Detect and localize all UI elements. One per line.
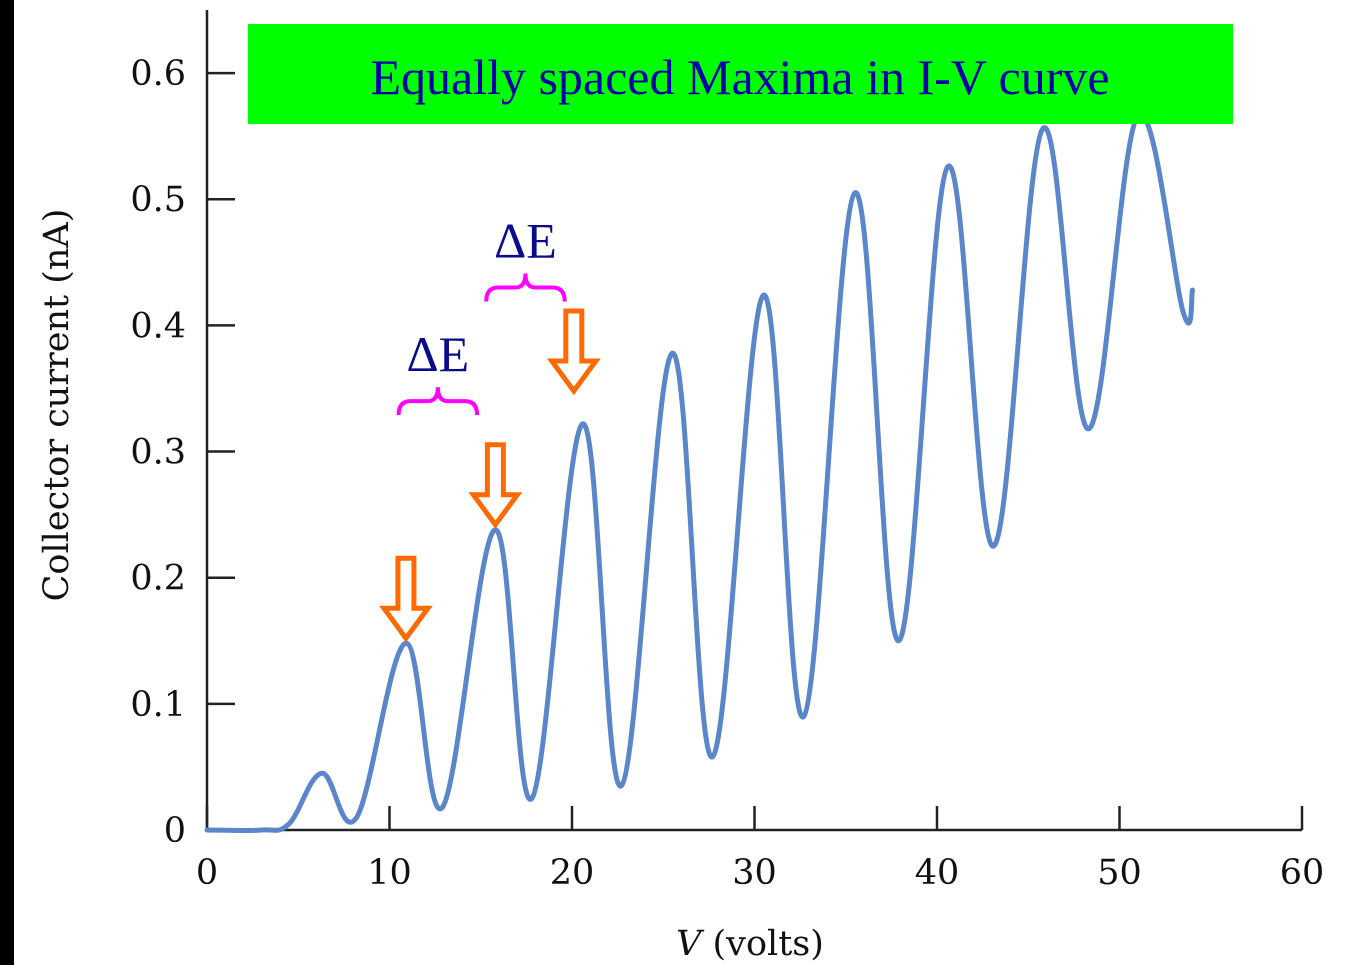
- title-background: [248, 24, 1233, 124]
- x-tick-label: 30: [732, 853, 777, 893]
- y-tick-label: 0.2: [130, 559, 186, 599]
- delta-e-label: ΔE: [407, 326, 470, 382]
- y-axis-title: Collector current (nA): [37, 209, 77, 602]
- x-axis-ticks: 0 10 20 30 40 50 60: [196, 806, 1324, 893]
- y-tick-label: 0.3: [130, 433, 186, 473]
- title-box: Equally spaced Maxima in I-V curve: [248, 24, 1233, 124]
- series-line-collector-current: [204, 111, 1195, 833]
- delta-brace: [484, 273, 567, 302]
- y-tick-label: 0.5: [130, 180, 186, 220]
- x-tick-label: 50: [1097, 853, 1142, 893]
- x-axis-title-unit: (volts): [701, 924, 824, 964]
- y-tick-label: 0.6: [130, 54, 186, 94]
- chart-title: Equally spaced Maxima in I-V curve: [370, 49, 1109, 105]
- delta-e-label: ΔE: [494, 213, 557, 269]
- delta-brace: [396, 387, 480, 416]
- y-tick-label: 0.4: [130, 306, 186, 346]
- x-axis-title: V (volts): [676, 924, 824, 964]
- peak-arrow-icon: [468, 442, 523, 529]
- x-axis-title-variable: V: [676, 924, 705, 964]
- x-tick-label: 0: [196, 853, 218, 893]
- annotations: ΔE ΔE: [378, 213, 601, 643]
- y-tick-label: 0.1: [130, 685, 186, 725]
- axes: [205, 10, 1302, 832]
- x-tick-label: 10: [367, 853, 412, 893]
- peak-arrow-icon: [378, 555, 433, 643]
- x-tick-label: 60: [1280, 853, 1325, 893]
- x-tick-label: 40: [915, 853, 960, 893]
- x-tick-label: 20: [550, 853, 595, 893]
- y-axis-ticks: 0 0.1 0.2 0.3 0.4 0.5 0.6: [130, 54, 235, 851]
- peak-arrow-icon: [546, 308, 601, 396]
- y-tick-label: 0: [164, 811, 186, 851]
